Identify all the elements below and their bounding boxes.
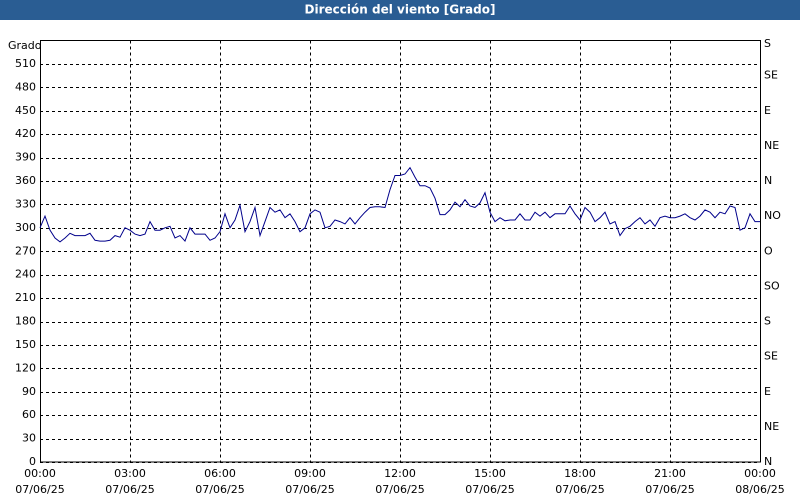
y-tick-label: 480: [15, 80, 36, 93]
y-tick-label: 330: [15, 197, 36, 210]
y-tick-label: 0: [29, 455, 36, 468]
y2-tick-label: E: [764, 104, 771, 117]
y2-tick-label: O: [764, 244, 773, 257]
y-tick-label: 240: [15, 268, 36, 281]
y-axis-label: Grado: [8, 39, 42, 52]
y2-tick-label: NE: [764, 420, 779, 433]
x-date-label: 08/06/25: [735, 483, 784, 496]
x-tick-label: 06:00: [204, 467, 236, 480]
y-tick-label: 150: [15, 338, 36, 351]
x-date-label: 07/06/25: [105, 483, 154, 496]
y2-tick-label: SE: [764, 350, 778, 363]
x-date-label: 07/06/25: [285, 483, 334, 496]
x-tick-label: 03:00: [114, 467, 146, 480]
chart-title: Dirección del viento [Grado]: [305, 3, 496, 17]
x-date-label: 07/06/25: [375, 483, 424, 496]
x-tick-label: 12:00: [384, 467, 416, 480]
y-tick-label: 60: [22, 408, 36, 421]
y-tick-label: 90: [22, 385, 36, 398]
x-tick-label: 09:00: [294, 467, 326, 480]
x-tick-label: 00:00: [744, 467, 776, 480]
y-tick-label: 300: [15, 221, 36, 234]
y2-tick-label: E: [764, 385, 771, 398]
x-date-label: 07/06/25: [15, 483, 64, 496]
y2-tick-label: S: [764, 37, 771, 50]
y-tick-label: 450: [15, 104, 36, 117]
x-date-label: 07/06/25: [555, 483, 604, 496]
y-tick-label: 420: [15, 127, 36, 140]
y2-tick-label: SO: [764, 279, 780, 292]
y2-tick-label: SE: [764, 69, 778, 82]
y2-tick-label: N: [764, 455, 772, 468]
x-tick-label: 15:00: [474, 467, 506, 480]
title-bar: [0, 0, 800, 20]
x-tick-label: 00:00: [24, 467, 56, 480]
y2-tick-label: NO: [764, 209, 781, 222]
y2-tick-label: NE: [764, 139, 779, 152]
y-tick-label: 360: [15, 174, 36, 187]
x-date-label: 07/06/25: [465, 483, 514, 496]
y-tick-label: 390: [15, 151, 36, 164]
y-tick-label: 510: [15, 57, 36, 70]
x-date-label: 07/06/25: [195, 483, 244, 496]
y-tick-label: 30: [22, 432, 36, 445]
y-tick-label: 270: [15, 244, 36, 257]
y-tick-label: 180: [15, 315, 36, 328]
y2-tick-label: N: [764, 174, 772, 187]
x-tick-label: 18:00: [564, 467, 596, 480]
data-line: [39, 166, 760, 243]
y2-tick-label: S: [764, 315, 771, 328]
y-tick-label: 120: [15, 361, 36, 374]
x-date-label: 07/06/25: [645, 483, 694, 496]
y-tick-label: 210: [15, 291, 36, 304]
x-tick-label: 21:00: [654, 467, 686, 480]
